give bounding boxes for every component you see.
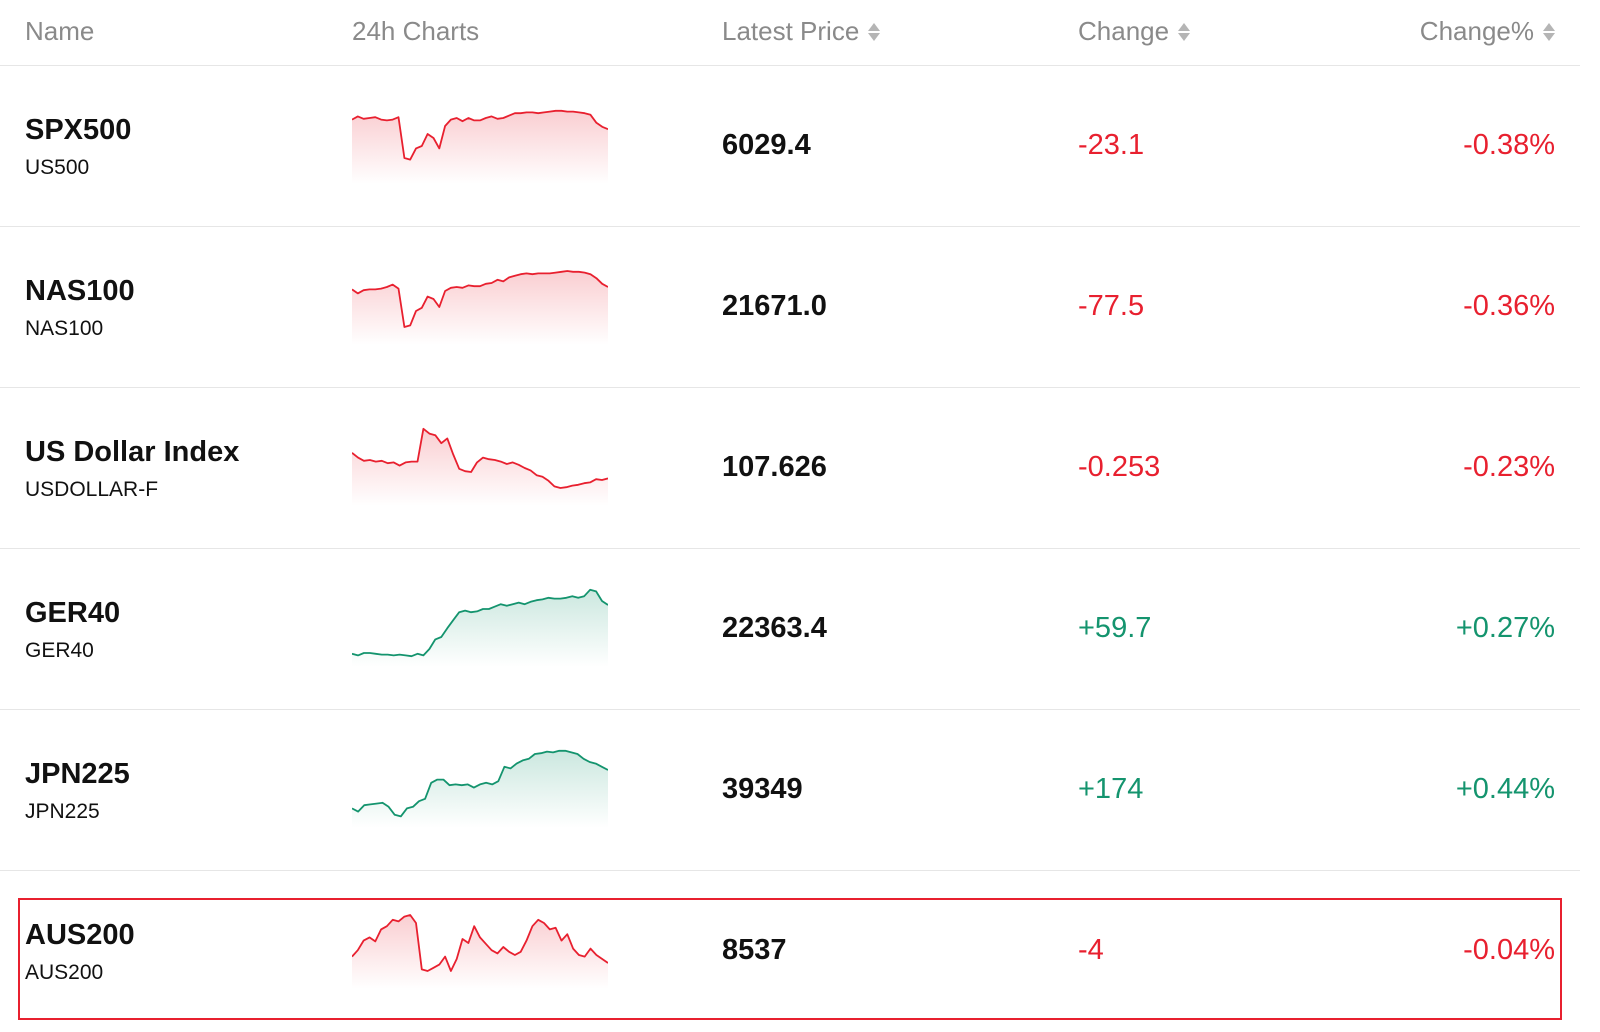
header-change-pct-label: Change%	[1419, 16, 1534, 46]
sparkline-area	[352, 271, 608, 345]
sort-icon[interactable]	[868, 22, 881, 41]
table-row[interactable]: US Dollar Index USDOLLAR-F 107.626 -0.25…	[0, 388, 1580, 549]
sparkline-chart	[352, 427, 608, 506]
row-symbol: US Dollar Index	[25, 436, 240, 468]
header-change-label: Change	[1078, 16, 1170, 46]
header-latest-price[interactable]: Latest Price	[722, 16, 881, 47]
row-change-pct: -0.36%	[1463, 290, 1555, 322]
header-change[interactable]: Change	[1078, 16, 1191, 47]
sparkline-line	[352, 109, 608, 161]
row-change: +174	[1078, 773, 1144, 805]
sparkline-chart	[352, 109, 608, 184]
table-header: Name 24h Charts Latest Price Change Chan…	[0, 0, 1580, 66]
sort-icon[interactable]	[1543, 22, 1555, 41]
row-change-pct: +0.44%	[1455, 773, 1555, 805]
header-chart-label: 24h Charts	[352, 16, 480, 46]
row-change: -4	[1078, 934, 1104, 966]
table-row[interactable]: GER40 GER40 22363.4 +59.7 +0.27%	[0, 549, 1580, 710]
row-symbol: GER40	[25, 597, 121, 629]
sparkline-area	[352, 110, 608, 184]
row-change-pct: -0.04%	[1463, 934, 1555, 966]
row-latest-price: 39349	[722, 773, 803, 805]
row-latest-price: 8537	[722, 934, 787, 966]
table-row[interactable]: AUS200 AUS200 8537 -4 -0.04%	[0, 871, 1580, 1032]
row-latest-price: 107.626	[722, 451, 827, 483]
row-symbol: NAS100	[25, 275, 135, 307]
header-name: Name	[25, 16, 94, 47]
header-change-pct[interactable]: Change%	[1420, 16, 1555, 47]
sparkline-chart	[352, 914, 608, 989]
row-code: USDOLLAR-F	[25, 478, 159, 501]
row-code: NAS100	[25, 317, 104, 340]
sparkline-chart	[352, 749, 608, 828]
row-symbol: AUS200	[25, 919, 135, 951]
row-change: +59.7	[1078, 612, 1152, 644]
row-change-pct: -0.38%	[1463, 129, 1555, 161]
header-chart: 24h Charts	[352, 16, 479, 47]
sparkline-chart	[352, 588, 608, 667]
row-latest-price: 6029.4	[722, 129, 811, 161]
sparkline-line	[352, 749, 608, 818]
row-change: -0.253	[1078, 451, 1161, 483]
table-row[interactable]: SPX500 US500 6029.4 -23.1 -0.38%	[0, 66, 1580, 227]
row-change: -23.1	[1078, 129, 1145, 161]
row-change-pct: +0.27%	[1455, 612, 1555, 644]
table-body: SPX500 US500 6029.4 -23.1 -0.38% NAS100 …	[0, 66, 1580, 1032]
sparkline-line	[352, 270, 608, 328]
sparkline-area	[352, 915, 608, 989]
sparkline-line	[352, 914, 608, 972]
table-row[interactable]: NAS100 NAS100 21671.0 -77.5 -0.36%	[0, 227, 1580, 388]
row-latest-price: 21671.0	[722, 290, 827, 322]
row-code: JPN225	[25, 800, 100, 823]
row-change: -77.5	[1078, 290, 1145, 322]
sparkline-line	[352, 427, 608, 489]
header-name-label: Name	[25, 16, 95, 46]
sparkline-area	[352, 589, 608, 667]
row-change-pct: -0.23%	[1463, 451, 1555, 483]
sparkline-line	[352, 588, 608, 658]
row-code: GER40	[25, 639, 94, 662]
row-code: US500	[25, 156, 90, 179]
row-latest-price: 22363.4	[722, 612, 827, 644]
row-symbol: JPN225	[25, 758, 130, 790]
sparkline-area	[352, 750, 608, 828]
sparkline-area	[352, 428, 608, 506]
header-price-label: Latest Price	[722, 16, 860, 46]
sort-icon[interactable]	[1178, 22, 1191, 41]
sparkline-chart	[352, 270, 608, 345]
row-symbol: SPX500	[25, 114, 132, 146]
table-row[interactable]: JPN225 JPN225 39349 +174 +0.44%	[0, 710, 1580, 871]
row-code: AUS200	[25, 961, 104, 984]
